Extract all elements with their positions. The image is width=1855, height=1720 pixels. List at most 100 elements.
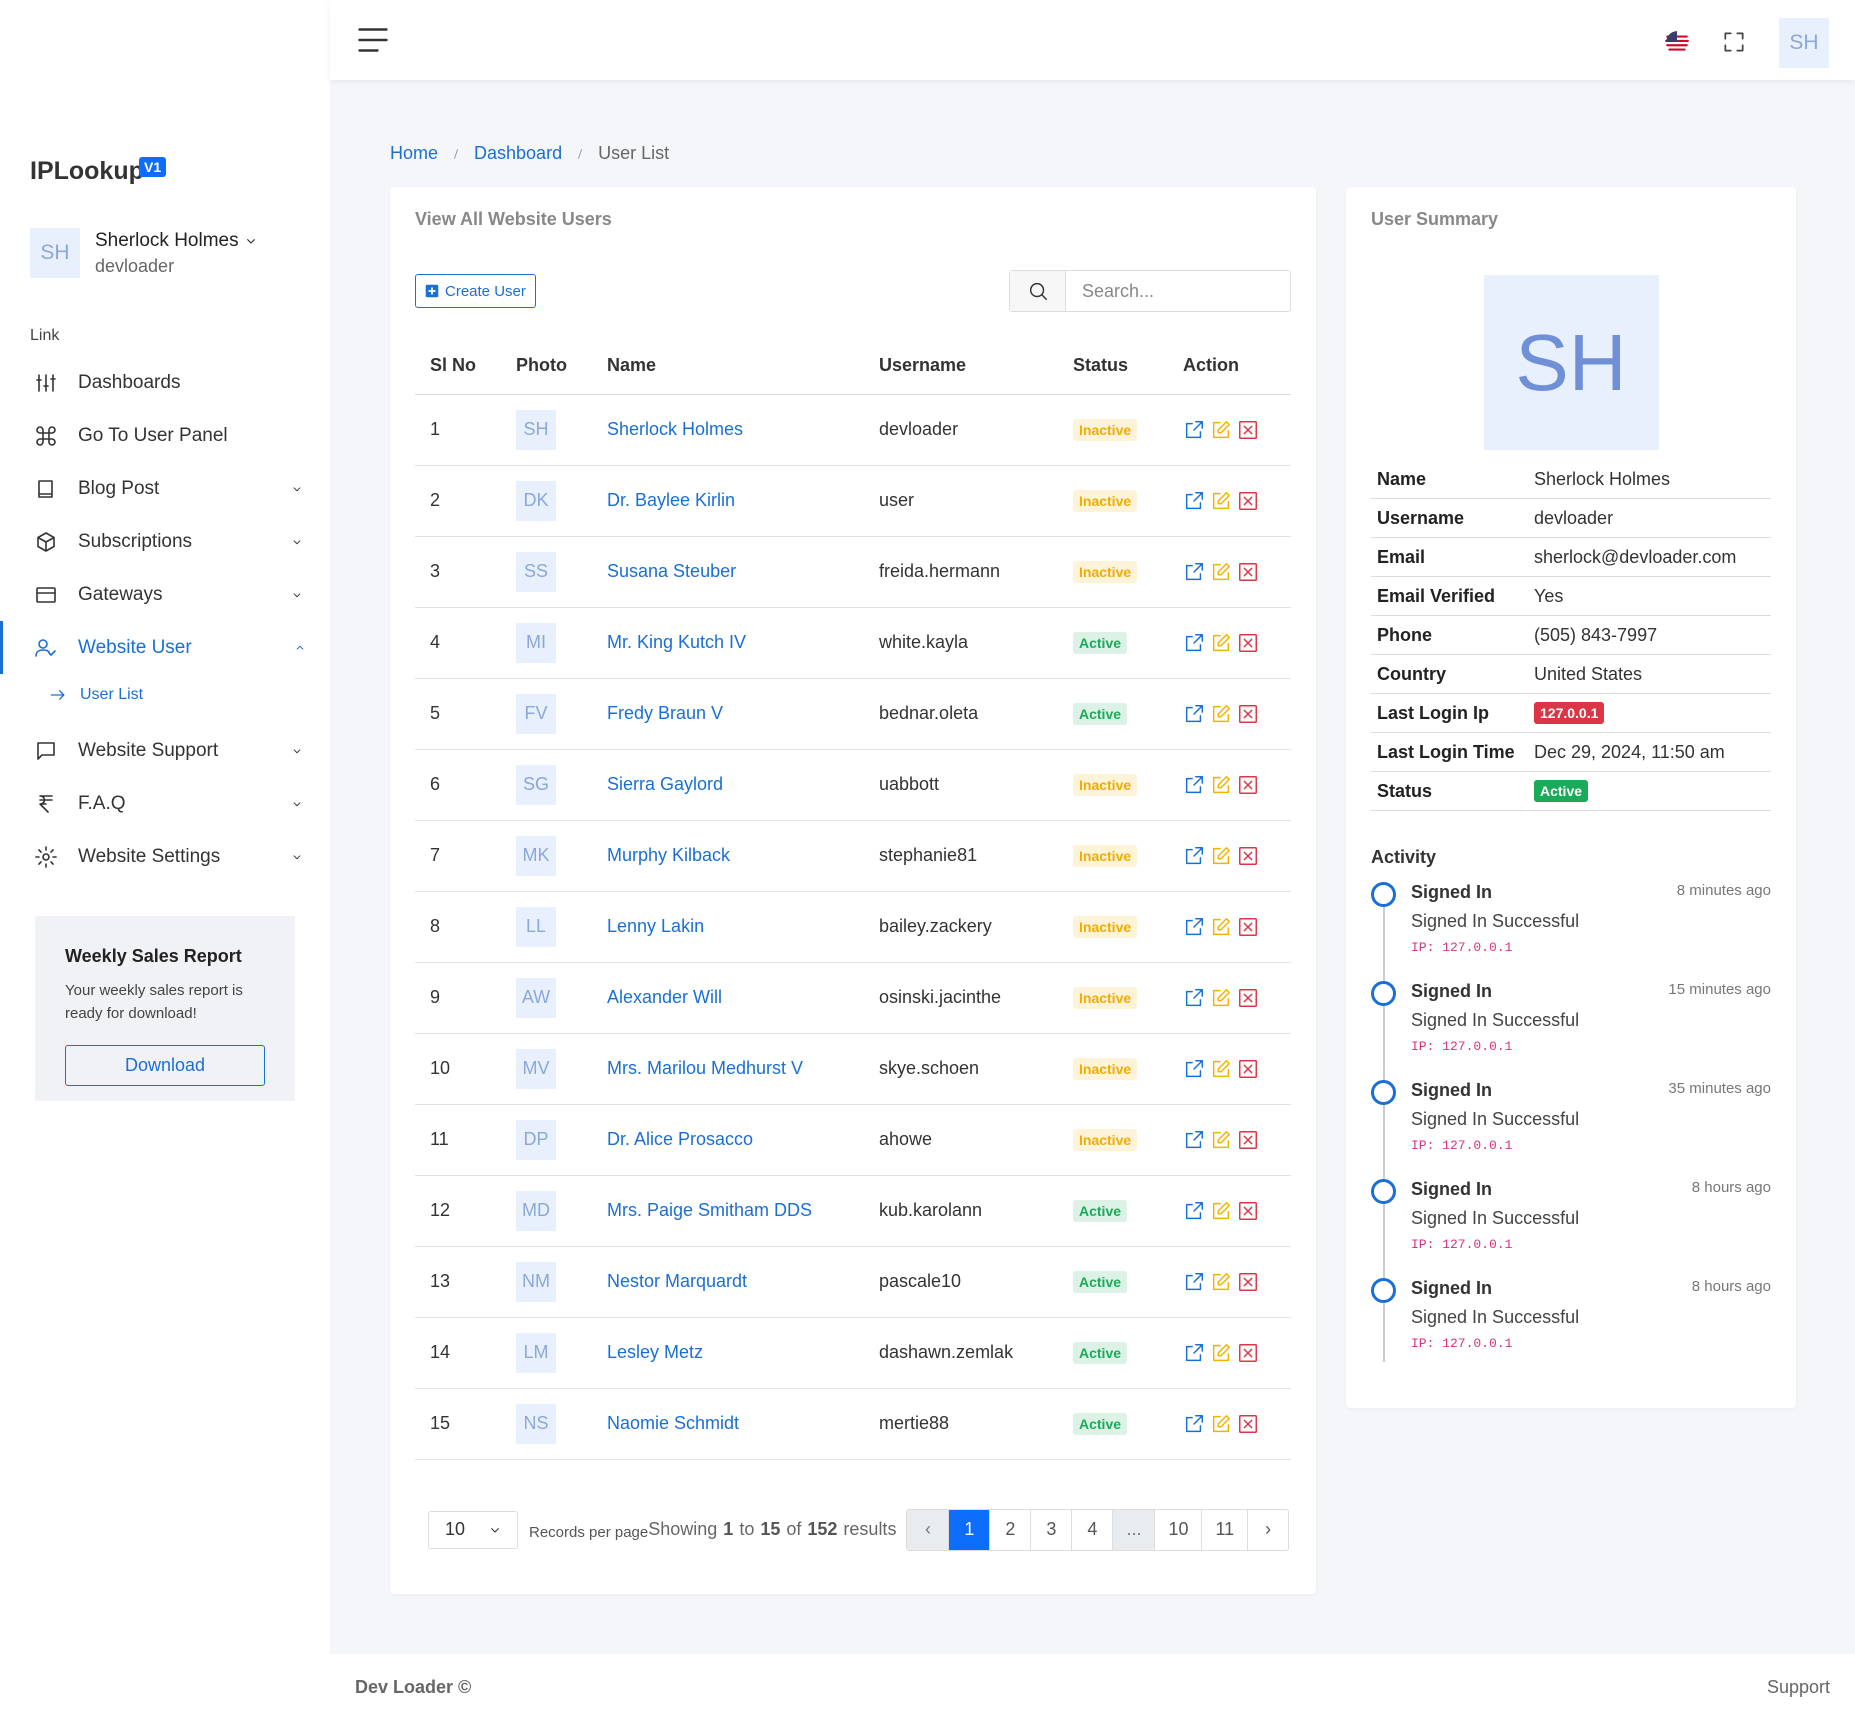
submenu-item[interactable]: User List <box>0 670 330 720</box>
user-name[interactable]: Fredy Braun V <box>592 678 864 750</box>
view-button[interactable] <box>1183 703 1205 725</box>
breadcrumb-separator <box>574 143 586 165</box>
action-cell <box>1168 1246 1291 1318</box>
delete-button[interactable] <box>1237 1200 1259 1222</box>
user-name[interactable]: Murphy Kilback <box>592 820 864 892</box>
edit-button[interactable] <box>1210 632 1232 654</box>
edit-button[interactable] <box>1210 1413 1232 1435</box>
user-name[interactable]: Mrs. Marilou Medhurst V <box>592 1033 864 1105</box>
user-name[interactable]: Mrs. Paige Smitham DDS <box>592 1175 864 1247</box>
edit-button[interactable] <box>1210 987 1232 1009</box>
user-name[interactable]: Naomie Schmidt <box>592 1388 864 1460</box>
page-button[interactable]: 3 <box>1030 1509 1071 1550</box>
icon-part <box>358 28 388 52</box>
view-button[interactable] <box>1183 1200 1205 1222</box>
view-button[interactable] <box>1183 845 1205 867</box>
edit-button[interactable] <box>1210 1271 1232 1293</box>
view-button[interactable] <box>1183 1129 1205 1151</box>
breadcrumb-item[interactable]: Home <box>390 143 439 163</box>
photo: DP <box>501 1104 592 1176</box>
menu-item[interactable]: Go To User Panel <box>0 409 330 462</box>
view-button[interactable] <box>1183 561 1205 583</box>
edit-button[interactable] <box>1210 1200 1232 1222</box>
delete-button[interactable] <box>1237 1129 1259 1151</box>
view-button[interactable] <box>1183 1413 1205 1435</box>
activity-text: Signed In Successful <box>1411 1208 1580 1228</box>
user-name[interactable]: Lesley Metz <box>592 1317 864 1389</box>
icon-part <box>1239 420 1257 439</box>
per-page-select[interactable]: 10 <box>428 1510 518 1549</box>
edit-button[interactable] <box>1210 1129 1232 1151</box>
edit-button[interactable] <box>1210 1342 1232 1364</box>
detail-value: Active <box>1534 780 1589 802</box>
breadcrumb-item[interactable]: Dashboard <box>474 143 563 163</box>
view-button[interactable] <box>1183 490 1205 512</box>
header-avatar[interactable]: SH <box>1779 18 1829 68</box>
delete-button[interactable] <box>1237 1058 1259 1080</box>
delete-button[interactable] <box>1237 1342 1259 1364</box>
edit-button[interactable] <box>1210 1058 1232 1080</box>
create-user-button[interactable]: Create User <box>415 274 536 308</box>
delete-button[interactable] <box>1237 632 1259 654</box>
delete-button[interactable] <box>1237 916 1259 938</box>
menu-item[interactable]: Blog Post <box>0 462 330 515</box>
delete-button[interactable] <box>1237 845 1259 867</box>
menu-item[interactable]: Website User <box>0 621 330 674</box>
page-button[interactable]: 10 <box>1154 1509 1201 1550</box>
delete-button[interactable] <box>1237 774 1259 796</box>
view-button[interactable] <box>1183 1271 1205 1293</box>
edit-button[interactable] <box>1210 845 1232 867</box>
page-button[interactable]: 11 <box>1201 1509 1247 1550</box>
delete-button[interactable] <box>1237 1271 1259 1293</box>
page-button[interactable]: 2 <box>989 1509 1030 1550</box>
page-button[interactable]: › <box>1247 1509 1288 1550</box>
user-name[interactable]: Lenny Lakin <box>592 891 864 963</box>
user-name[interactable]: Sherlock Holmes <box>592 394 864 466</box>
menu-item[interactable]: Website Settings <box>0 830 330 883</box>
delete-button[interactable] <box>1237 987 1259 1009</box>
menu-item[interactable]: Gateways <box>0 568 330 621</box>
user-name[interactable]: Susana Steuber <box>592 536 864 608</box>
chevron <box>290 588 304 602</box>
edit-button[interactable] <box>1210 419 1232 441</box>
delete-button[interactable] <box>1237 561 1259 583</box>
edit-button[interactable] <box>1210 490 1232 512</box>
menu-item[interactable]: Dashboards <box>0 356 330 409</box>
sl-no: 12 <box>415 1175 501 1247</box>
menu-item[interactable]: Subscriptions <box>0 515 330 568</box>
view-button[interactable] <box>1183 774 1205 796</box>
user-name[interactable]: Mr. King Kutch IV <box>592 607 864 679</box>
delete-button[interactable] <box>1237 490 1259 512</box>
page-button[interactable]: 1 <box>948 1509 990 1550</box>
page-button[interactable]: 4 <box>1071 1509 1112 1550</box>
user-name[interactable]: Sierra Gaylord <box>592 749 864 821</box>
view-button[interactable] <box>1183 419 1205 441</box>
edit-button[interactable] <box>1210 561 1232 583</box>
view-button[interactable] <box>1183 1342 1205 1364</box>
delete-button[interactable] <box>1237 703 1259 725</box>
user-name[interactable]: Sherlock Holmes <box>95 229 239 251</box>
edit-button[interactable] <box>1210 774 1232 796</box>
view-button[interactable] <box>1183 987 1205 1009</box>
delete-button[interactable] <box>1237 1413 1259 1435</box>
menu-item[interactable]: Website Support <box>0 724 330 777</box>
delete-button[interactable] <box>1237 419 1259 441</box>
search-box[interactable]: Search... <box>1009 270 1291 312</box>
header-row: Sl No Photo Name Username Status Action <box>415 337 1291 395</box>
user-name[interactable]: Dr. Alice Prosacco <box>592 1104 864 1176</box>
activity-title: Activity <box>1371 847 1437 867</box>
edit-button[interactable] <box>1210 916 1232 938</box>
footer-link[interactable]: Support <box>1766 1676 1830 1697</box>
icon-part <box>1239 1130 1257 1149</box>
user-name[interactable]: Alexander Will <box>592 962 864 1034</box>
download-button[interactable]: Download <box>65 1045 265 1086</box>
view-button[interactable] <box>1183 632 1205 654</box>
icon-part <box>1212 988 1230 1006</box>
view-button[interactable] <box>1183 916 1205 938</box>
user-name[interactable]: Nestor Marquardt <box>592 1246 864 1318</box>
menu-item[interactable]: F.A.Q <box>0 777 330 830</box>
user-name[interactable]: Dr. Baylee Kirlin <box>592 465 864 537</box>
edit-button[interactable] <box>1210 703 1232 725</box>
status-badge: Active <box>1073 1270 1128 1293</box>
view-button[interactable] <box>1183 1058 1205 1080</box>
